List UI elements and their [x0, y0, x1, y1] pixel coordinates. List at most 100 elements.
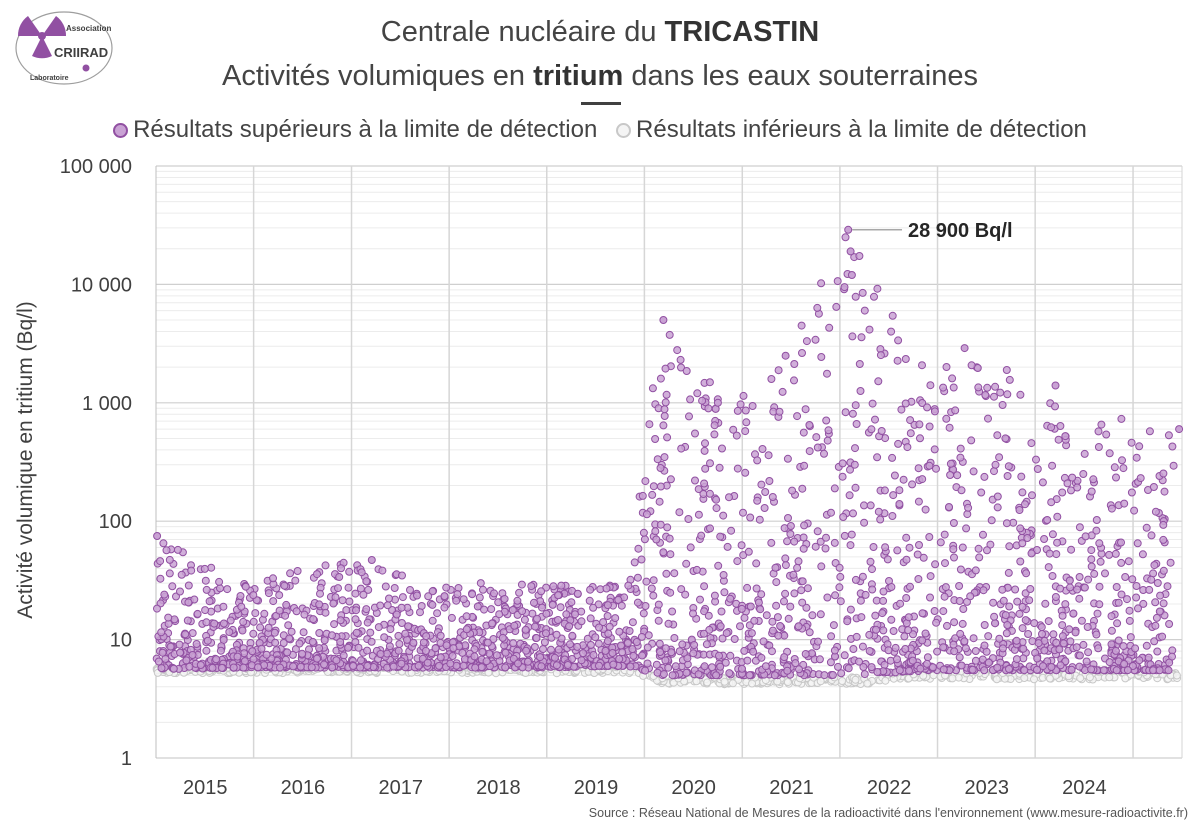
- data-point: [1133, 539, 1142, 548]
- data-point: [238, 626, 247, 635]
- data-point: [338, 596, 347, 605]
- data-point: [1092, 516, 1101, 524]
- data-point: [750, 616, 759, 625]
- data-point: [740, 613, 749, 622]
- data-point: [452, 596, 461, 605]
- data-point: [216, 646, 225, 655]
- data-point: [863, 679, 872, 688]
- data-point: [993, 503, 1002, 512]
- data-point: [337, 564, 345, 573]
- data-point: [1128, 575, 1137, 584]
- data-point: [169, 664, 178, 673]
- data-point: [736, 400, 745, 409]
- data-point: [946, 459, 955, 468]
- data-point: [879, 587, 888, 596]
- data-point: [710, 430, 719, 439]
- data-point: [795, 665, 803, 674]
- x-tick-label: 2018: [476, 777, 521, 799]
- data-point: [280, 581, 289, 590]
- data-point: [715, 463, 724, 472]
- data-point: [1120, 499, 1129, 508]
- data-point: [791, 659, 800, 668]
- data-point: [948, 374, 957, 383]
- data-point: [753, 496, 762, 505]
- data-point: [537, 662, 546, 671]
- data-point: [925, 461, 934, 470]
- data-point: [682, 559, 691, 568]
- data-point: [890, 471, 899, 480]
- data-point: [1127, 488, 1136, 497]
- data-point: [701, 464, 710, 473]
- data-point: [959, 605, 968, 613]
- data-point: [577, 656, 586, 665]
- data-point: [279, 639, 288, 647]
- data-point: [1058, 632, 1067, 641]
- data-point: [157, 664, 166, 673]
- data-point: [727, 526, 736, 535]
- data-point: [291, 576, 300, 585]
- data-point: [798, 349, 806, 357]
- data-point: [660, 453, 669, 462]
- data-point: [936, 538, 945, 547]
- logo-ellipse: [15, 11, 113, 85]
- data-point: [1136, 474, 1145, 483]
- data-point: [888, 453, 897, 462]
- data-point: [888, 311, 897, 320]
- data-point: [453, 590, 462, 599]
- data-point: [846, 605, 855, 614]
- data-point: [1094, 427, 1103, 436]
- data-point: [697, 531, 706, 540]
- data-point: [955, 582, 964, 590]
- data-point: [871, 611, 880, 620]
- data-point: [725, 493, 733, 502]
- data-point: [1121, 573, 1130, 581]
- data-point: [1127, 438, 1136, 447]
- data-point: [664, 663, 673, 672]
- data-point: [1017, 472, 1026, 481]
- data-point: [867, 425, 876, 434]
- data-point: [790, 537, 799, 546]
- data-point: [847, 271, 856, 279]
- data-point: [1001, 434, 1010, 443]
- data-point: [641, 602, 650, 610]
- data-point: [649, 482, 658, 491]
- data-point: [1028, 491, 1036, 500]
- data-point: [860, 518, 869, 527]
- data-point: [849, 509, 857, 518]
- logo-name-box: [52, 44, 100, 60]
- data-point: [471, 663, 480, 672]
- data-point: [858, 288, 867, 297]
- data-point: [413, 591, 421, 600]
- data-point: [354, 643, 363, 652]
- data-point: [1145, 585, 1154, 594]
- data-point: [786, 530, 795, 538]
- data-point: [918, 361, 926, 370]
- data-point: [928, 663, 937, 672]
- data-point: [855, 360, 864, 368]
- data-point: [822, 533, 830, 542]
- data-point: [1135, 656, 1144, 665]
- data-point: [216, 584, 224, 593]
- data-point: [1112, 583, 1121, 591]
- data-point: [984, 632, 993, 641]
- data-point: [383, 601, 392, 610]
- data-point: [156, 574, 165, 583]
- data-point: [684, 515, 693, 523]
- data-point: [638, 651, 647, 660]
- data-point: [656, 482, 665, 491]
- data-point: [961, 644, 970, 653]
- data-point: [856, 387, 865, 395]
- data-point: [725, 669, 734, 678]
- data-point: [433, 609, 442, 618]
- data-point: [805, 447, 814, 456]
- data-point: [293, 567, 302, 575]
- data-point: [964, 503, 973, 512]
- data-point: [710, 421, 719, 430]
- data-point: [586, 614, 595, 623]
- data-point: [521, 625, 530, 634]
- data-point: [501, 663, 510, 672]
- data-point: [212, 655, 221, 664]
- data-point: [651, 435, 660, 443]
- data-point: [837, 669, 846, 678]
- data-point: [1047, 498, 1056, 507]
